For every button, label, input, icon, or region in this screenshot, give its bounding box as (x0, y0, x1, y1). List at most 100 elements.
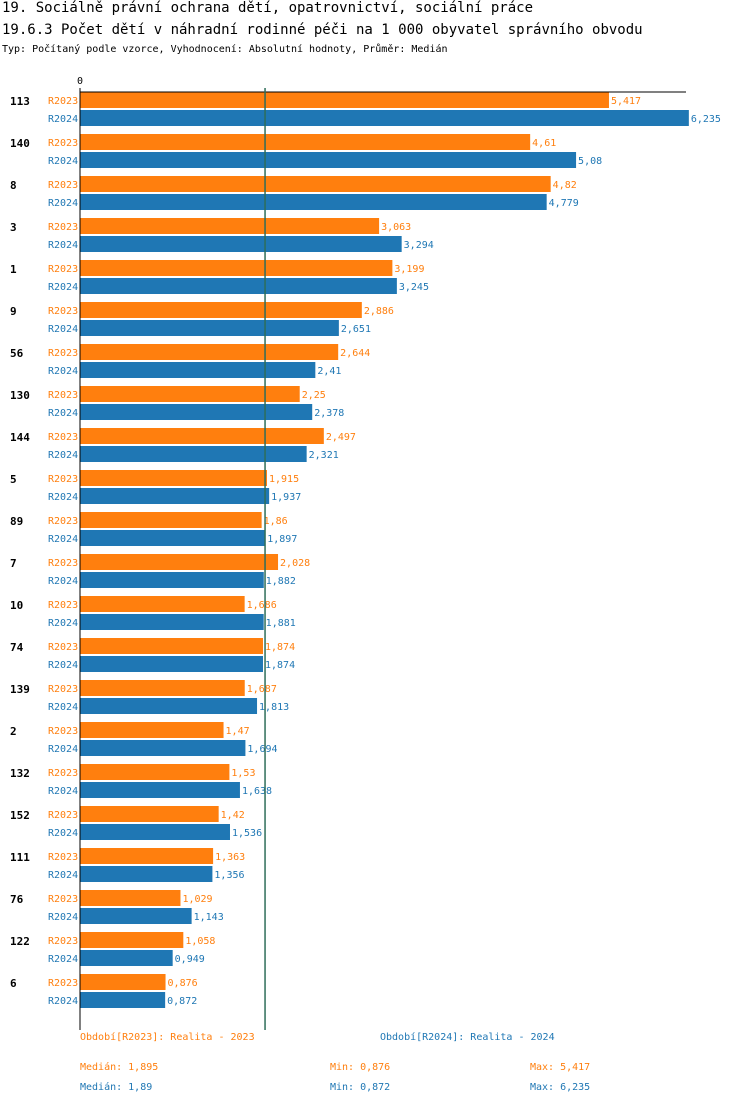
series-label: R2023 (48, 726, 78, 737)
value-label: 1,536 (232, 828, 262, 839)
r2023-median: Medián: 1,895 (80, 1062, 159, 1073)
bar (80, 530, 266, 546)
category-label: 140 (10, 137, 30, 150)
series-label: R2023 (48, 306, 78, 317)
series-label: R2024 (48, 828, 78, 839)
series-label: R2023 (48, 432, 78, 443)
r2023-max: Max: 5,417 (530, 1062, 591, 1073)
axis-zero-label: 0 (77, 76, 83, 87)
series-label: R2023 (48, 768, 78, 779)
bar (80, 950, 173, 966)
series-label: R2023 (48, 390, 78, 401)
category-label: 6 (10, 977, 17, 990)
chart-meta: Typ: Počítaný podle vzorce, Vyhodnocení:… (2, 44, 448, 55)
page-title: 19. Sociálně právní ochrana dětí, opatro… (2, 0, 534, 16)
series-label: R2024 (48, 702, 78, 713)
value-label: 4,779 (549, 198, 579, 209)
bar (80, 362, 316, 378)
series-label: R2023 (48, 684, 78, 695)
value-label: 3,245 (399, 282, 429, 293)
value-label: 1,638 (242, 786, 272, 797)
category-label: 132 (10, 767, 30, 780)
bar (80, 890, 181, 906)
bar (80, 236, 402, 252)
bar (80, 512, 262, 528)
series-label: R2023 (48, 894, 78, 905)
series-label: R2023 (48, 516, 78, 527)
value-label: 5,417 (611, 96, 641, 107)
value-label: 1,47 (226, 726, 250, 737)
bar (80, 740, 246, 756)
series-label: R2023 (48, 558, 78, 569)
value-label: 1,882 (266, 576, 296, 587)
series-label: R2024 (48, 996, 78, 1007)
value-label: 1,694 (247, 744, 277, 755)
value-label: 2,41 (317, 366, 341, 377)
bar (80, 110, 689, 126)
series-label: R2024 (48, 954, 78, 965)
category-label: 152 (10, 809, 30, 822)
series-label: R2024 (48, 660, 78, 671)
bar (80, 428, 324, 444)
series-label: R2024 (48, 198, 78, 209)
series-label: R2024 (48, 618, 78, 629)
series-label: R2024 (48, 534, 78, 545)
bar (80, 596, 245, 612)
series-label: R2024 (48, 240, 78, 251)
bar (80, 848, 214, 864)
bar (80, 824, 230, 840)
value-label: 6,235 (691, 114, 721, 125)
category-label: 2 (10, 725, 17, 738)
series-label: R2024 (48, 912, 78, 923)
category-label: 76 (10, 893, 24, 906)
value-label: 0,949 (175, 954, 205, 965)
series-label: R2023 (48, 222, 78, 233)
r2024-median: Medián: 1,89 (80, 1082, 153, 1093)
bar (80, 722, 224, 738)
bar (80, 194, 547, 210)
series-label: R2023 (48, 348, 78, 359)
series-label: R2023 (48, 264, 78, 275)
category-label: 130 (10, 389, 30, 402)
value-label: 3,294 (404, 240, 434, 251)
value-label: 2,651 (341, 324, 371, 335)
value-label: 1,937 (271, 492, 301, 503)
bar (80, 218, 380, 234)
bar (80, 488, 270, 504)
value-label: 1,363 (215, 852, 245, 863)
bar (80, 638, 263, 654)
value-label: 4,82 (553, 180, 577, 191)
r2024-min: Min: 0,872 (330, 1082, 391, 1093)
bar (80, 698, 258, 714)
bar (80, 680, 245, 696)
value-label: 1,356 (214, 870, 244, 881)
bar (80, 320, 339, 336)
category-label: 3 (10, 221, 17, 234)
bar (80, 152, 577, 168)
category-label: 74 (10, 641, 24, 654)
value-label: 1,813 (259, 702, 289, 713)
category-label: 122 (10, 935, 30, 948)
series-label: R2023 (48, 936, 78, 947)
r2023-min: Min: 0,876 (330, 1062, 391, 1073)
bar (80, 806, 219, 822)
value-label: 1,53 (231, 768, 255, 779)
category-label: 139 (10, 683, 30, 696)
category-label: 9 (10, 305, 17, 318)
value-label: 4,61 (532, 138, 556, 149)
value-label: 2,378 (314, 408, 344, 419)
value-label: 0,872 (167, 996, 197, 1007)
value-label: 5,08 (578, 156, 602, 167)
series-label: R2024 (48, 576, 78, 587)
legend-r2023: Období[R2023]: Realita - 2023 (80, 1032, 255, 1043)
bar (80, 554, 279, 570)
value-label: 0,876 (168, 978, 198, 989)
value-label: 2,497 (326, 432, 356, 443)
bar-chart: 0 113 R2023 5,417 R2024 6,235 140 R2023 4,61 R202… (10, 76, 721, 1030)
value-label: 1,143 (194, 912, 224, 923)
series-label: R2023 (48, 852, 78, 863)
legend-r2024: Období[R2024]: Realita - 2024 (380, 1032, 555, 1043)
category-label: 5 (10, 473, 17, 486)
series-label: R2024 (48, 408, 78, 419)
series-label: R2023 (48, 474, 78, 485)
